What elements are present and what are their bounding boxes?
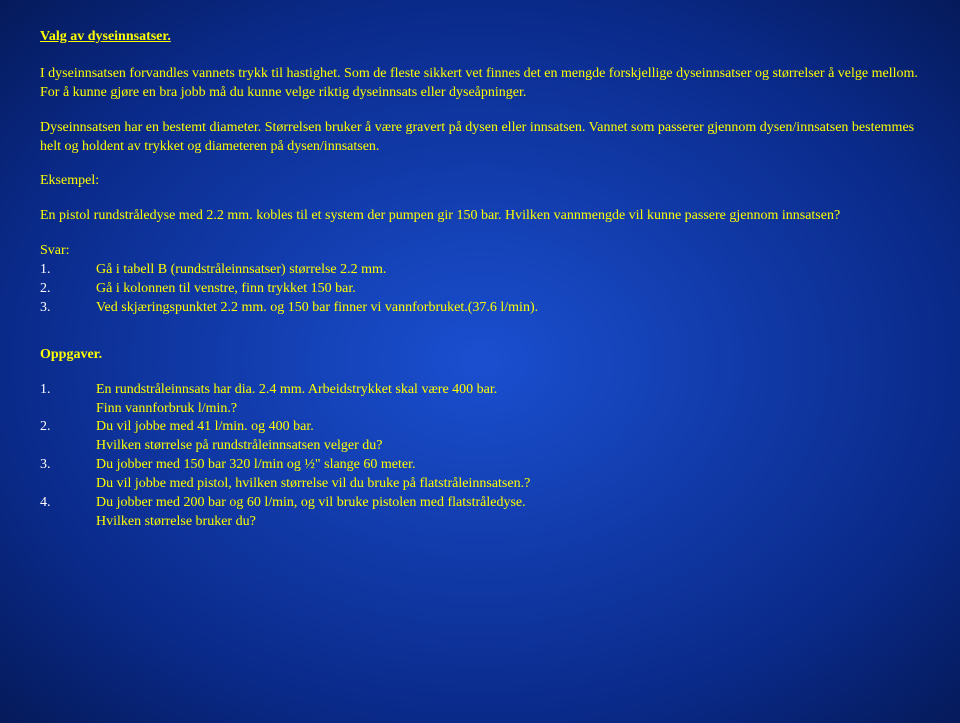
task-line: Du vil jobbe med 41 l/min. og 400 bar.: [96, 418, 383, 437]
example-label: Eksempel:: [40, 172, 920, 191]
intro-paragraph-1: I dyseinnsatsen forvandles vannets trykk…: [40, 65, 920, 103]
document-page: Valg av dyseinnsatser. I dyseinnsatsen f…: [0, 0, 960, 552]
task-number: 2.: [40, 418, 96, 456]
answer-list: 1. Gå i tabell B (rundstråleinnsatser) s…: [40, 261, 920, 318]
answer-item: 1. Gå i tabell B (rundstråleinnsatser) s…: [40, 261, 920, 280]
task-item: 1. En rundstråleinnsats har dia. 2.4 mm.…: [40, 381, 920, 419]
task-body: En rundstråleinnsats har dia. 2.4 mm. Ar…: [96, 381, 497, 419]
task-body: Du jobber med 150 bar 320 l/min og ½" sl…: [96, 456, 530, 494]
answer-text: Ved skjæringspunktet 2.2 mm. og 150 bar …: [96, 299, 538, 318]
task-line: En rundstråleinnsats har dia. 2.4 mm. Ar…: [96, 381, 497, 400]
answer-text: Gå i tabell B (rundstråleinnsatser) stør…: [96, 261, 386, 280]
task-body: Du vil jobbe med 41 l/min. og 400 bar. H…: [96, 418, 383, 456]
tasks-label: Oppgaver.: [40, 346, 920, 365]
tasks-list: 1. En rundstråleinnsats har dia. 2.4 mm.…: [40, 381, 920, 532]
task-body: Du jobber med 200 bar og 60 l/min, og vi…: [96, 494, 526, 532]
answer-label: Svar:: [40, 242, 920, 261]
example-text: En pistol rundstråledyse med 2.2 mm. kob…: [40, 207, 920, 226]
task-line: Du jobber med 150 bar 320 l/min og ½" sl…: [96, 456, 530, 475]
task-line: Finn vannforbruk l/min.?: [96, 400, 497, 419]
task-item: 3. Du jobber med 150 bar 320 l/min og ½"…: [40, 456, 920, 494]
intro-paragraph-2: Dyseinnsatsen har en bestemt diameter. S…: [40, 119, 920, 157]
answer-number: 3.: [40, 299, 96, 318]
task-item: 4. Du jobber med 200 bar og 60 l/min, og…: [40, 494, 920, 532]
answer-item: 3. Ved skjæringspunktet 2.2 mm. og 150 b…: [40, 299, 920, 318]
task-line: Hvilken størrelse på rundstråleinnsatsen…: [96, 437, 383, 456]
task-number: 4.: [40, 494, 96, 532]
task-line: Du jobber med 200 bar og 60 l/min, og vi…: [96, 494, 526, 513]
task-item: 2. Du vil jobbe med 41 l/min. og 400 bar…: [40, 418, 920, 456]
task-line: Hvilken størrelse bruker du?: [96, 513, 526, 532]
task-number: 1.: [40, 381, 96, 419]
page-title: Valg av dyseinnsatser.: [40, 28, 920, 47]
task-number: 3.: [40, 456, 96, 494]
answer-item: 2. Gå i kolonnen til venstre, finn trykk…: [40, 280, 920, 299]
answer-text: Gå i kolonnen til venstre, finn trykket …: [96, 280, 356, 299]
answer-number: 2.: [40, 280, 96, 299]
task-line: Du vil jobbe med pistol, hvilken størrel…: [96, 475, 530, 494]
answer-number: 1.: [40, 261, 96, 280]
